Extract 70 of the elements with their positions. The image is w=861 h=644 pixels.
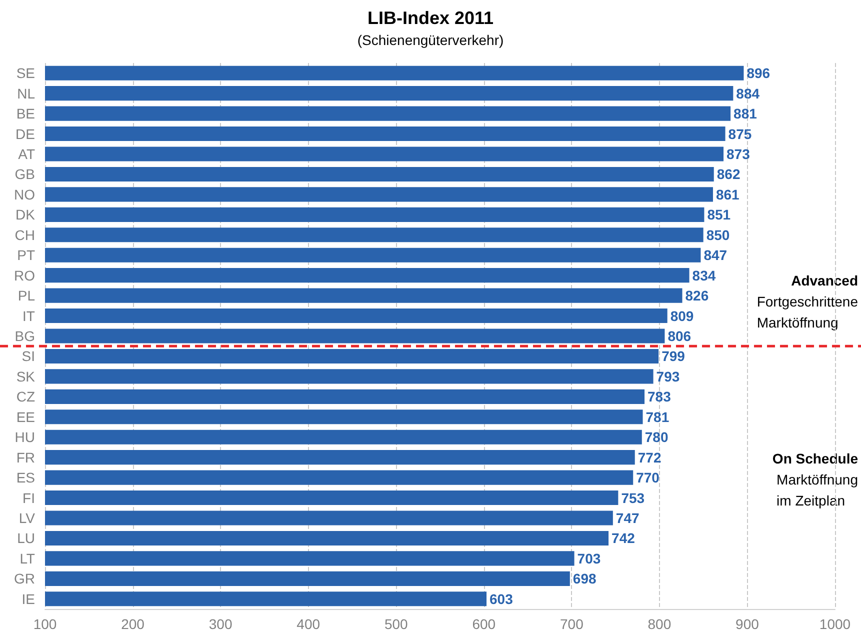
data-label: 753 xyxy=(621,490,645,506)
y-tick-label: IT xyxy=(22,308,36,324)
y-tick-label: DE xyxy=(16,126,35,142)
annotation: Advanced xyxy=(791,272,858,288)
data-label: 783 xyxy=(648,388,672,405)
data-label: 603 xyxy=(490,590,514,607)
y-tick-label: LU xyxy=(17,530,35,546)
data-label: 793 xyxy=(656,368,680,384)
data-label: 851 xyxy=(707,206,731,223)
data-label: 698 xyxy=(572,570,596,587)
data-label: 799 xyxy=(662,348,686,364)
x-tick-label: 200 xyxy=(121,616,145,632)
x-tick-label: 100 xyxy=(33,616,57,632)
annotation: On Schedule xyxy=(772,450,858,466)
y-tick-label: LV xyxy=(18,510,36,526)
y-tick-label: PT xyxy=(17,247,36,264)
y-tick-label: FR xyxy=(16,449,35,466)
data-label: 770 xyxy=(636,470,660,486)
x-tick-label: 400 xyxy=(296,616,320,632)
y-tick-label: HU xyxy=(14,429,35,446)
data-label: 896 xyxy=(746,65,770,82)
annotation: Marktöffnung im Zeitplan xyxy=(776,472,858,508)
x-tick-label: 700 xyxy=(560,616,584,632)
y-tick-label: NL xyxy=(17,85,36,102)
y-tick-label: PL xyxy=(18,288,36,304)
y-tick-label: EE xyxy=(16,408,35,425)
y-tick-label: NO xyxy=(14,186,36,202)
y-tick-label: BE xyxy=(16,106,35,122)
y-tick-label: IE xyxy=(22,590,35,607)
y-tick-label: FI xyxy=(22,490,35,506)
data-label: 781 xyxy=(646,408,670,425)
y-tick-label: CH xyxy=(14,226,35,243)
y-tick-label: DK xyxy=(16,206,36,223)
data-label: 780 xyxy=(644,429,668,446)
x-tick-label: 1000 xyxy=(819,616,851,632)
data-label: 834 xyxy=(692,267,716,284)
y-tick-label: LT xyxy=(20,550,36,566)
x-tick-label: 500 xyxy=(384,616,408,632)
data-label: 747 xyxy=(616,510,640,526)
x-tick-label: 300 xyxy=(208,616,232,632)
data-label: 873 xyxy=(726,146,750,162)
data-label: 826 xyxy=(685,288,709,304)
y-tick-label: RO xyxy=(14,267,36,284)
y-tick-label: ES xyxy=(16,470,35,486)
data-label: 772 xyxy=(638,449,662,466)
data-label: 742 xyxy=(612,530,636,546)
y-tick-label: GR xyxy=(14,570,35,587)
y-tick-label: SE xyxy=(16,65,35,82)
data-label: 861 xyxy=(716,186,740,202)
y-tick-label: GB xyxy=(14,166,35,182)
data-label: 884 xyxy=(736,85,760,102)
y-tick-label: SK xyxy=(16,368,36,384)
x-tick-label: 600 xyxy=(472,616,496,632)
y-tick-label: BG xyxy=(14,328,35,344)
y-tick-label: SI xyxy=(22,348,35,364)
data-label: 875 xyxy=(728,126,752,142)
y-tick-label: AT xyxy=(18,146,36,162)
data-label: 862 xyxy=(716,166,740,182)
data-label: 809 xyxy=(670,308,694,324)
x-tick-label: 800 xyxy=(648,616,672,632)
data-label: 847 xyxy=(704,247,728,264)
annotation: Fortgeschrittene Marktöffnung xyxy=(756,294,858,330)
data-label: 806 xyxy=(668,328,692,344)
data-label: 703 xyxy=(577,550,601,566)
data-label: 881 xyxy=(734,106,758,122)
y-tick-label: CZ xyxy=(16,388,36,405)
chart-subtitle: (Schienengüterverkehr) xyxy=(357,32,504,48)
data-label: 850 xyxy=(706,226,730,243)
x-tick-label: 900 xyxy=(736,616,760,632)
chart-title: LIB-Index 2011 xyxy=(367,8,494,28)
